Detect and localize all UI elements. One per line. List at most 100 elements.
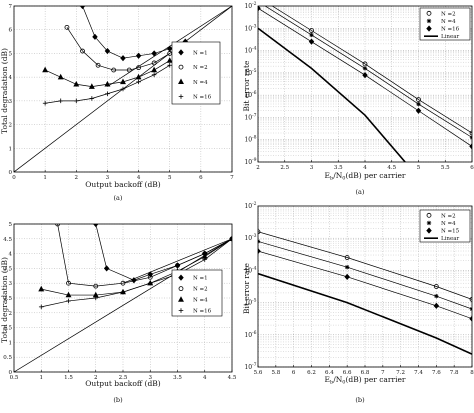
x-tick-label: 6 (470, 165, 474, 171)
data-point-marker (126, 67, 132, 73)
data-point-marker (42, 66, 49, 73)
panel-top-right-ber: 2 2.5 3 3.5 4 4.5 5 5.5 6 10-2 10-3 10-4 10-5 10-6 10-… (242, 1, 474, 196)
panel-label: (b) (113, 396, 123, 404)
series-line-0 (82, 6, 186, 59)
data-point-marker (73, 98, 79, 104)
data-point-marker (362, 71, 368, 79)
legend-marker (426, 18, 432, 24)
series-line-0 (271, 6, 472, 134)
data-point-marker (55, 224, 60, 227)
legend-marker (178, 308, 184, 313)
x-tick-label: 5 (417, 165, 421, 171)
data-point-marker (434, 293, 439, 299)
legend-label: N =4 (193, 298, 208, 304)
y-tick-label: 3.5 (3, 266, 12, 272)
x-tick-label: 7.4 (414, 370, 423, 376)
legend-label: N =2 (193, 287, 208, 293)
data-point-marker (105, 91, 110, 97)
data-point-marker (93, 283, 99, 289)
panel-label: (b) (355, 396, 365, 404)
x-tick-label: 1.5 (64, 375, 73, 381)
legend-label: N =2 (441, 11, 456, 17)
x-tick-label: 5.6 (254, 370, 263, 376)
x-tick-label: 3.5 (334, 165, 343, 171)
legend-label: Linear (441, 34, 459, 40)
y-tick-label: 10-3 (244, 233, 256, 242)
legend-label: N =1 (193, 276, 208, 282)
y-tick-label: 1 (9, 340, 13, 346)
x-tick-label: 1 (40, 375, 44, 381)
x-tick-label: 7.2 (396, 370, 405, 376)
x-tick-label: 7.6 (432, 370, 441, 376)
x-axis-label: Eb /N0 (dB) per carrier (325, 171, 406, 182)
legend: N =1 N =2 N =4 N =16 (171, 269, 223, 317)
data-point-marker (80, 48, 85, 54)
data-point-marker (104, 47, 111, 55)
y-tick-label: 3 (9, 99, 13, 105)
y-tick-label: 5 (9, 51, 13, 57)
legend-label: N =1 (193, 50, 208, 56)
y-tick-label: 10-8 (244, 135, 256, 144)
data-point-marker (344, 264, 350, 270)
data-point-marker (202, 257, 208, 262)
data-point-marker (104, 80, 111, 87)
data-point-marker (136, 79, 141, 85)
legend-marker (426, 25, 432, 32)
panel-label: (a) (114, 194, 123, 202)
data-point-marker (58, 98, 64, 104)
legend-marker (178, 296, 184, 302)
y-tick-label: 10-4 (244, 265, 256, 274)
legend-label: N =15 (441, 229, 460, 235)
x-tick-label: 8 (470, 370, 474, 376)
x-tick-label: 2.5 (119, 375, 128, 381)
y-tick-label: 1 (9, 146, 13, 152)
y-tick-label: 2 (9, 311, 13, 317)
legend-label: N =16 (441, 27, 460, 33)
data-point-marker (120, 55, 126, 62)
x-tick-label: 5.8 (271, 370, 280, 376)
data-point-marker (416, 97, 421, 102)
y-tick-label: 2.5 (3, 296, 12, 302)
legend-marker (426, 220, 432, 226)
data-point-marker (147, 280, 153, 286)
data-point-marker (258, 6, 261, 12)
x-tick-label: 2 (94, 375, 98, 381)
series-line-1 (258, 241, 472, 310)
data-point-marker (309, 28, 314, 33)
x-tick-label: 6 (292, 370, 296, 376)
legend-label: N =4 (441, 19, 456, 25)
x-tick-label: 4.5 (228, 375, 237, 381)
data-point-marker (433, 302, 440, 309)
series-group (14, 224, 232, 372)
data-point-marker (57, 73, 64, 80)
data-point-marker (42, 100, 48, 106)
legend-label: Linear (441, 236, 459, 242)
data-point-marker (166, 57, 173, 63)
panel-top-left-degradation: 0 1 2 3 4 5 6 7 0 1 2 3 4 5 6 7 Output backoff (dB) Total… (0, 4, 234, 202)
y-tick-label: 10-7 (244, 362, 256, 371)
data-point-marker (120, 280, 126, 286)
x-tick-label: 7 (381, 370, 385, 376)
series-line-1 (57, 224, 232, 287)
series-line-3 (258, 272, 472, 355)
legend: N =1 N =2 N =4 N =16 (171, 41, 221, 105)
data-point-marker (92, 33, 98, 40)
series-line-5 (122, 238, 232, 284)
x-axis-label: Output backoff (dB) (85, 180, 161, 189)
x-tick-label: 5 (168, 175, 172, 181)
legend-label: N =2 (441, 213, 456, 219)
series-group (258, 229, 472, 355)
data-point-marker (73, 80, 80, 87)
y-axis-label: Bit error rate (242, 60, 251, 111)
legend-marker (178, 78, 184, 85)
legend-label: N =16 (193, 309, 212, 315)
data-point-marker (111, 67, 117, 73)
series-line-5 (107, 6, 232, 87)
series-line-0 (258, 231, 472, 300)
x-tick-label: 6.6 (343, 370, 352, 376)
data-point-marker (229, 236, 232, 242)
series-line-4 (14, 6, 232, 172)
data-point-marker (151, 50, 157, 57)
y-tick-label: 7 (9, 4, 13, 10)
